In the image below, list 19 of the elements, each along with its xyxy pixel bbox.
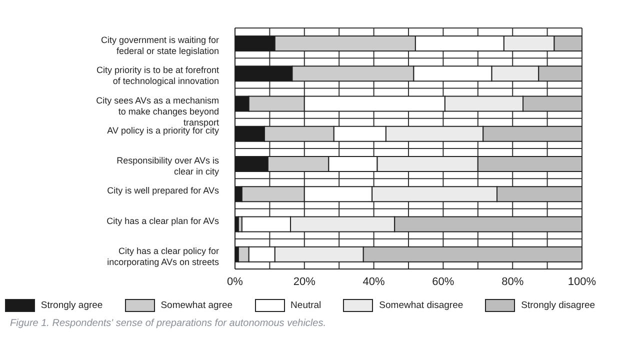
x-tick-label: 40% xyxy=(362,276,386,288)
legend-label: Neutral xyxy=(290,300,322,311)
y-tick-label: City is well prepared for AVs xyxy=(107,186,220,196)
caption: Figure 1. Respondents' sense of preparations for autonomous vehicles. xyxy=(10,318,326,329)
legend-label: Strongly agree xyxy=(40,300,103,311)
x-tick-label: 0% xyxy=(227,276,244,288)
x-tick-label: 80% xyxy=(502,276,524,288)
y-tick-label: City priority is to be at forefront of technological innovation xyxy=(96,65,220,86)
legend-label: Somewhat agree xyxy=(160,300,233,311)
legend-label: Strongly disagree xyxy=(521,300,596,311)
y-tick-label: City sees AVs as a mechanism to make changes beyond transport xyxy=(96,95,220,128)
x-tick-label: 100% xyxy=(568,276,596,288)
legend-label: Somewhat disagree xyxy=(379,300,464,311)
y-tick-label: City has a clear policy for incorporating AVs on streets xyxy=(107,246,220,267)
y-tick-label: City has a clear plan for AVs xyxy=(106,216,220,226)
y-tick-label: Responsibility over AVs is clear in city xyxy=(116,156,220,177)
x-tick-label: 20% xyxy=(293,276,316,288)
x-tick-label: 60% xyxy=(432,276,454,288)
y-tick-label: City government is waiting for federal or state legislation xyxy=(100,35,219,56)
